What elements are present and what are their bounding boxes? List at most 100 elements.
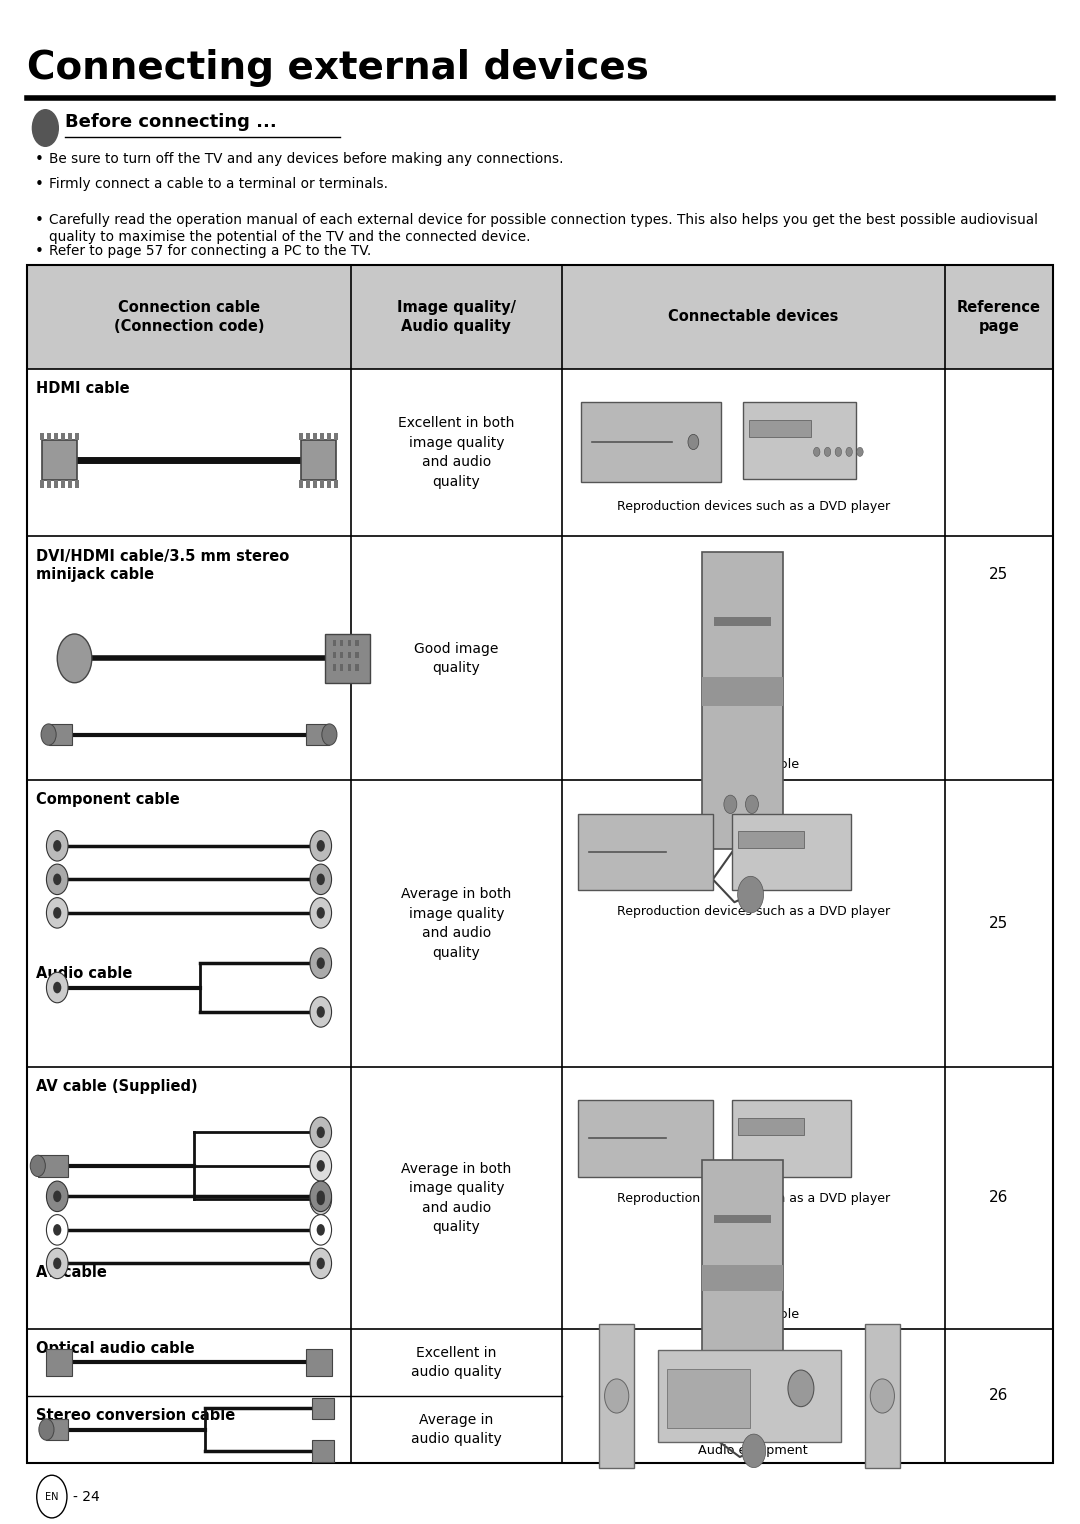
Circle shape — [46, 864, 68, 895]
Bar — [355, 652, 359, 658]
Circle shape — [53, 1190, 62, 1202]
Circle shape — [605, 1379, 629, 1413]
Circle shape — [53, 873, 62, 885]
Circle shape — [53, 981, 62, 994]
Text: Reproduction devices such as a DVD player: Reproduction devices such as a DVD playe… — [617, 1192, 890, 1205]
Bar — [325, 634, 370, 683]
Circle shape — [32, 110, 58, 146]
Bar — [38, 1155, 68, 1177]
Bar — [732, 1100, 851, 1177]
Text: Good image
quality: Good image quality — [414, 642, 499, 675]
Text: Connecting external devices: Connecting external devices — [27, 49, 649, 87]
Bar — [333, 640, 336, 646]
Text: 25: 25 — [989, 567, 1009, 582]
Text: Optical audio cable: Optical audio cable — [36, 1341, 194, 1356]
Circle shape — [46, 1215, 68, 1245]
Text: AV cable: AV cable — [36, 1265, 107, 1280]
Circle shape — [316, 957, 325, 969]
Circle shape — [46, 1248, 68, 1279]
Bar — [340, 640, 343, 646]
Circle shape — [724, 796, 737, 814]
Bar — [75, 433, 79, 440]
Bar — [68, 480, 72, 488]
Bar — [333, 664, 336, 671]
Circle shape — [310, 1248, 332, 1279]
Text: - 24: - 24 — [73, 1489, 100, 1504]
Circle shape — [856, 448, 863, 457]
Circle shape — [316, 1160, 325, 1172]
Bar — [743, 402, 856, 479]
Circle shape — [310, 1215, 332, 1245]
Circle shape — [41, 724, 56, 745]
Bar — [327, 433, 332, 440]
Bar — [340, 652, 343, 658]
Circle shape — [46, 1181, 68, 1212]
Bar — [54, 480, 58, 488]
Text: Refer to page 57 for connecting a PC to the TV.: Refer to page 57 for connecting a PC to … — [49, 244, 370, 258]
Bar — [75, 480, 79, 488]
Bar — [46, 433, 51, 440]
Bar — [334, 433, 338, 440]
Circle shape — [310, 1117, 332, 1148]
Bar — [340, 664, 343, 671]
Bar — [581, 402, 721, 482]
Text: Average in
audio quality: Average in audio quality — [410, 1413, 502, 1446]
Circle shape — [688, 434, 699, 450]
Text: Image quality/
Audio quality: Image quality/ Audio quality — [396, 300, 516, 334]
Circle shape — [53, 1224, 62, 1236]
Bar — [739, 832, 804, 847]
Text: Before connecting ...: Before connecting ... — [65, 113, 276, 131]
Text: Game console: Game console — [707, 1308, 799, 1321]
Bar — [334, 480, 338, 488]
Bar — [299, 480, 303, 488]
Text: •: • — [35, 177, 43, 192]
Bar — [355, 640, 359, 646]
Circle shape — [316, 1193, 325, 1205]
Text: HDMI cable: HDMI cable — [36, 381, 130, 396]
Circle shape — [310, 997, 332, 1027]
Circle shape — [742, 1434, 766, 1468]
Bar — [27, 265, 1053, 369]
Bar — [732, 814, 851, 890]
Bar — [865, 1323, 900, 1469]
Circle shape — [316, 840, 325, 852]
Bar — [299, 433, 303, 440]
Bar — [320, 433, 324, 440]
Text: Audio cable: Audio cable — [36, 966, 132, 981]
Bar — [658, 1350, 841, 1442]
Bar — [320, 480, 324, 488]
Circle shape — [310, 948, 332, 978]
Circle shape — [316, 1126, 325, 1138]
Text: 25: 25 — [989, 916, 1009, 931]
Text: Excellent in both
image quality
and audio
quality: Excellent in both image quality and audi… — [399, 416, 514, 489]
Bar — [714, 1215, 771, 1222]
Text: Connection cable
(Connection code): Connection cable (Connection code) — [113, 300, 265, 334]
Bar — [599, 1323, 634, 1469]
Bar — [306, 480, 310, 488]
Circle shape — [310, 1184, 332, 1215]
Bar — [60, 433, 65, 440]
Bar — [301, 440, 336, 480]
Text: 26: 26 — [989, 1388, 1009, 1404]
Text: DVI/HDMI cable/3.5 mm stereo
minijack cable: DVI/HDMI cable/3.5 mm stereo minijack ca… — [36, 549, 288, 582]
Circle shape — [788, 1370, 814, 1407]
Text: Carefully read the operation manual of each external device for possible connect: Carefully read the operation manual of e… — [49, 213, 1038, 244]
Bar — [333, 652, 336, 658]
Bar — [313, 480, 318, 488]
Bar — [702, 1265, 783, 1291]
Circle shape — [870, 1379, 894, 1413]
Bar — [40, 480, 44, 488]
Circle shape — [316, 1257, 325, 1269]
Circle shape — [846, 448, 852, 457]
Circle shape — [824, 448, 831, 457]
Text: Reference
page: Reference page — [957, 300, 1041, 334]
Bar — [327, 480, 332, 488]
Text: EN: EN — [45, 1492, 58, 1501]
Circle shape — [310, 1151, 332, 1181]
Circle shape — [39, 1419, 54, 1440]
Bar — [312, 1398, 334, 1419]
Circle shape — [57, 634, 92, 683]
Bar — [578, 814, 713, 890]
Text: Excellent in
audio quality: Excellent in audio quality — [410, 1346, 502, 1379]
Text: 26: 26 — [989, 1190, 1009, 1205]
